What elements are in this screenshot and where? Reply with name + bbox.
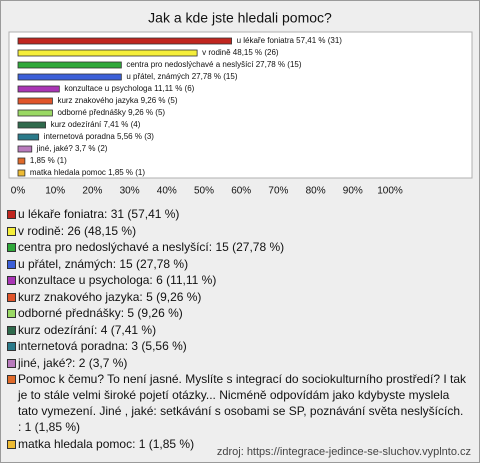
legend-item: u přátel, známých: 15 (27,78 %) — [7, 256, 469, 272]
bar — [17, 37, 232, 45]
legend-label: matka hledala pomoc: 1 (1,85 %) — [18, 436, 195, 451]
chart: Jak a kde jste hledali pomoc? 0% 10% 20% 30… — [8, 10, 473, 197]
legend-swatch — [7, 243, 16, 252]
bar — [17, 133, 40, 141]
x-tick-label: 100% — [377, 186, 403, 197]
bar — [17, 169, 26, 177]
legend-item: Pomoc k čemu? To není jasné. Myslíte s i… — [7, 371, 469, 435]
x-tick-label: 60% — [231, 186, 251, 197]
legend-swatch — [7, 439, 16, 449]
legend-swatch — [7, 210, 16, 219]
legend-item: matka hledala pomoc: 1 (1,85 %) — [7, 436, 469, 452]
legend-item: u lékaře foniatra: 31 (57,41 %) — [7, 206, 469, 222]
legend-label: u přátel, známých: 15 (27,78 %) — [18, 256, 189, 271]
bar — [17, 97, 53, 105]
legend-item: internetová poradna: 3 (5,56 %) — [7, 338, 469, 354]
x-tick-label: 30% — [120, 186, 140, 197]
bar-label: internetová poradna 5,56 % (3) — [44, 132, 155, 141]
bar — [17, 109, 53, 117]
bar — [17, 157, 26, 165]
legend-swatch — [7, 276, 16, 285]
x-tick-label: 70% — [268, 186, 288, 197]
legend-item: kurz znakového jazyka: 5 (9,26 %) — [7, 289, 469, 305]
bar — [17, 61, 122, 69]
x-tick-label: 90% — [343, 186, 363, 197]
legend-item: konzultace u psychologa: 6 (11,11 %) — [7, 272, 469, 288]
legend-swatch — [7, 226, 16, 236]
bar-label: 1,85 % (1) — [30, 156, 67, 165]
legend-label: kurz znakového jazyka: 5 (9,26 %) — [18, 289, 202, 304]
bar — [17, 49, 198, 57]
bar-label: odborné přednášky 9,26 % (5) — [57, 108, 165, 117]
legend-label: Pomoc k čemu? To není jasné. Myslíte s i… — [18, 372, 467, 434]
bar-label: u přátel, známých 27,78 % (15) — [126, 72, 238, 81]
legend-item: jiné, jaké?: 2 (3,7 %) — [7, 355, 469, 371]
legend-swatch — [7, 292, 16, 302]
legend-item: v rodině: 26 (48,15 %) — [7, 223, 469, 239]
bar-label: konzultace u psychologa 11,11 % (6) — [64, 84, 194, 93]
source: zdroj: https://integrace-jedince-se-sluc… — [216, 446, 471, 458]
legend-swatch — [7, 358, 16, 368]
legend-label: internetová poradna: 3 (5,56 %) — [18, 339, 187, 353]
legend-label: v rodině: 26 (48,15 %) — [18, 223, 137, 238]
legend-label: u lékaře foniatra: 31 (57,41 %) — [18, 207, 180, 221]
bar-label: centra pro nedoslýchavé a neslyšící 27,7… — [126, 60, 302, 69]
x-tick-label: 40% — [157, 186, 177, 197]
legend-label: kurz odezírání: 4 (7,41 %) — [18, 322, 157, 337]
bar — [17, 145, 33, 153]
bar — [17, 73, 122, 81]
bar-label: kurz odezírání 7,41 % (4) — [51, 120, 141, 129]
x-tick-label: 0% — [11, 186, 26, 197]
bar-label: v rodině 48,15 % (26) — [202, 48, 279, 57]
legend-swatch — [7, 375, 16, 384]
x-tick-label: 80% — [306, 186, 326, 197]
legend-label: odborné přednášky: 5 (9,26 %) — [18, 306, 183, 320]
legend-item: odborné přednášky: 5 (9,26 %) — [7, 305, 469, 321]
legend-swatch — [7, 325, 16, 335]
legend: u lékaře foniatra: 31 (57,41 %) v rodině:… — [7, 206, 469, 452]
bar — [17, 121, 46, 129]
x-tick-label: 50% — [194, 186, 214, 197]
bar-label: kurz znakového jazyka 9,26 % (5) — [57, 96, 177, 105]
legend-label: jiné, jaké?: 2 (3,7 %) — [18, 355, 128, 370]
bar-label: u lékaře foniatra 57,41 % (31) — [237, 36, 343, 45]
legend-label: konzultace u psychologa: 6 (11,11 %) — [18, 273, 217, 287]
bar-label: matka hledala pomoc 1,85 % (1) — [30, 168, 146, 177]
x-tick-label: 10% — [45, 186, 65, 197]
legend-swatch — [7, 342, 16, 351]
legend-label: centra pro nedoslýchavé a neslyšící: 15 … — [18, 240, 285, 254]
bar-label: jiné, jaké? 3,7 % (2) — [36, 144, 108, 153]
legend-item: centra pro nedoslýchavé a neslyšící: 15 … — [7, 239, 469, 255]
legend-swatch — [7, 259, 16, 269]
x-tick-label: 20% — [82, 186, 102, 197]
legend-swatch — [7, 309, 16, 318]
bar — [17, 85, 60, 93]
legend-item: kurz odezírání: 4 (7,41 %) — [7, 322, 469, 338]
chart-title: Jak a kde jste hledali pomoc? — [148, 10, 332, 26]
